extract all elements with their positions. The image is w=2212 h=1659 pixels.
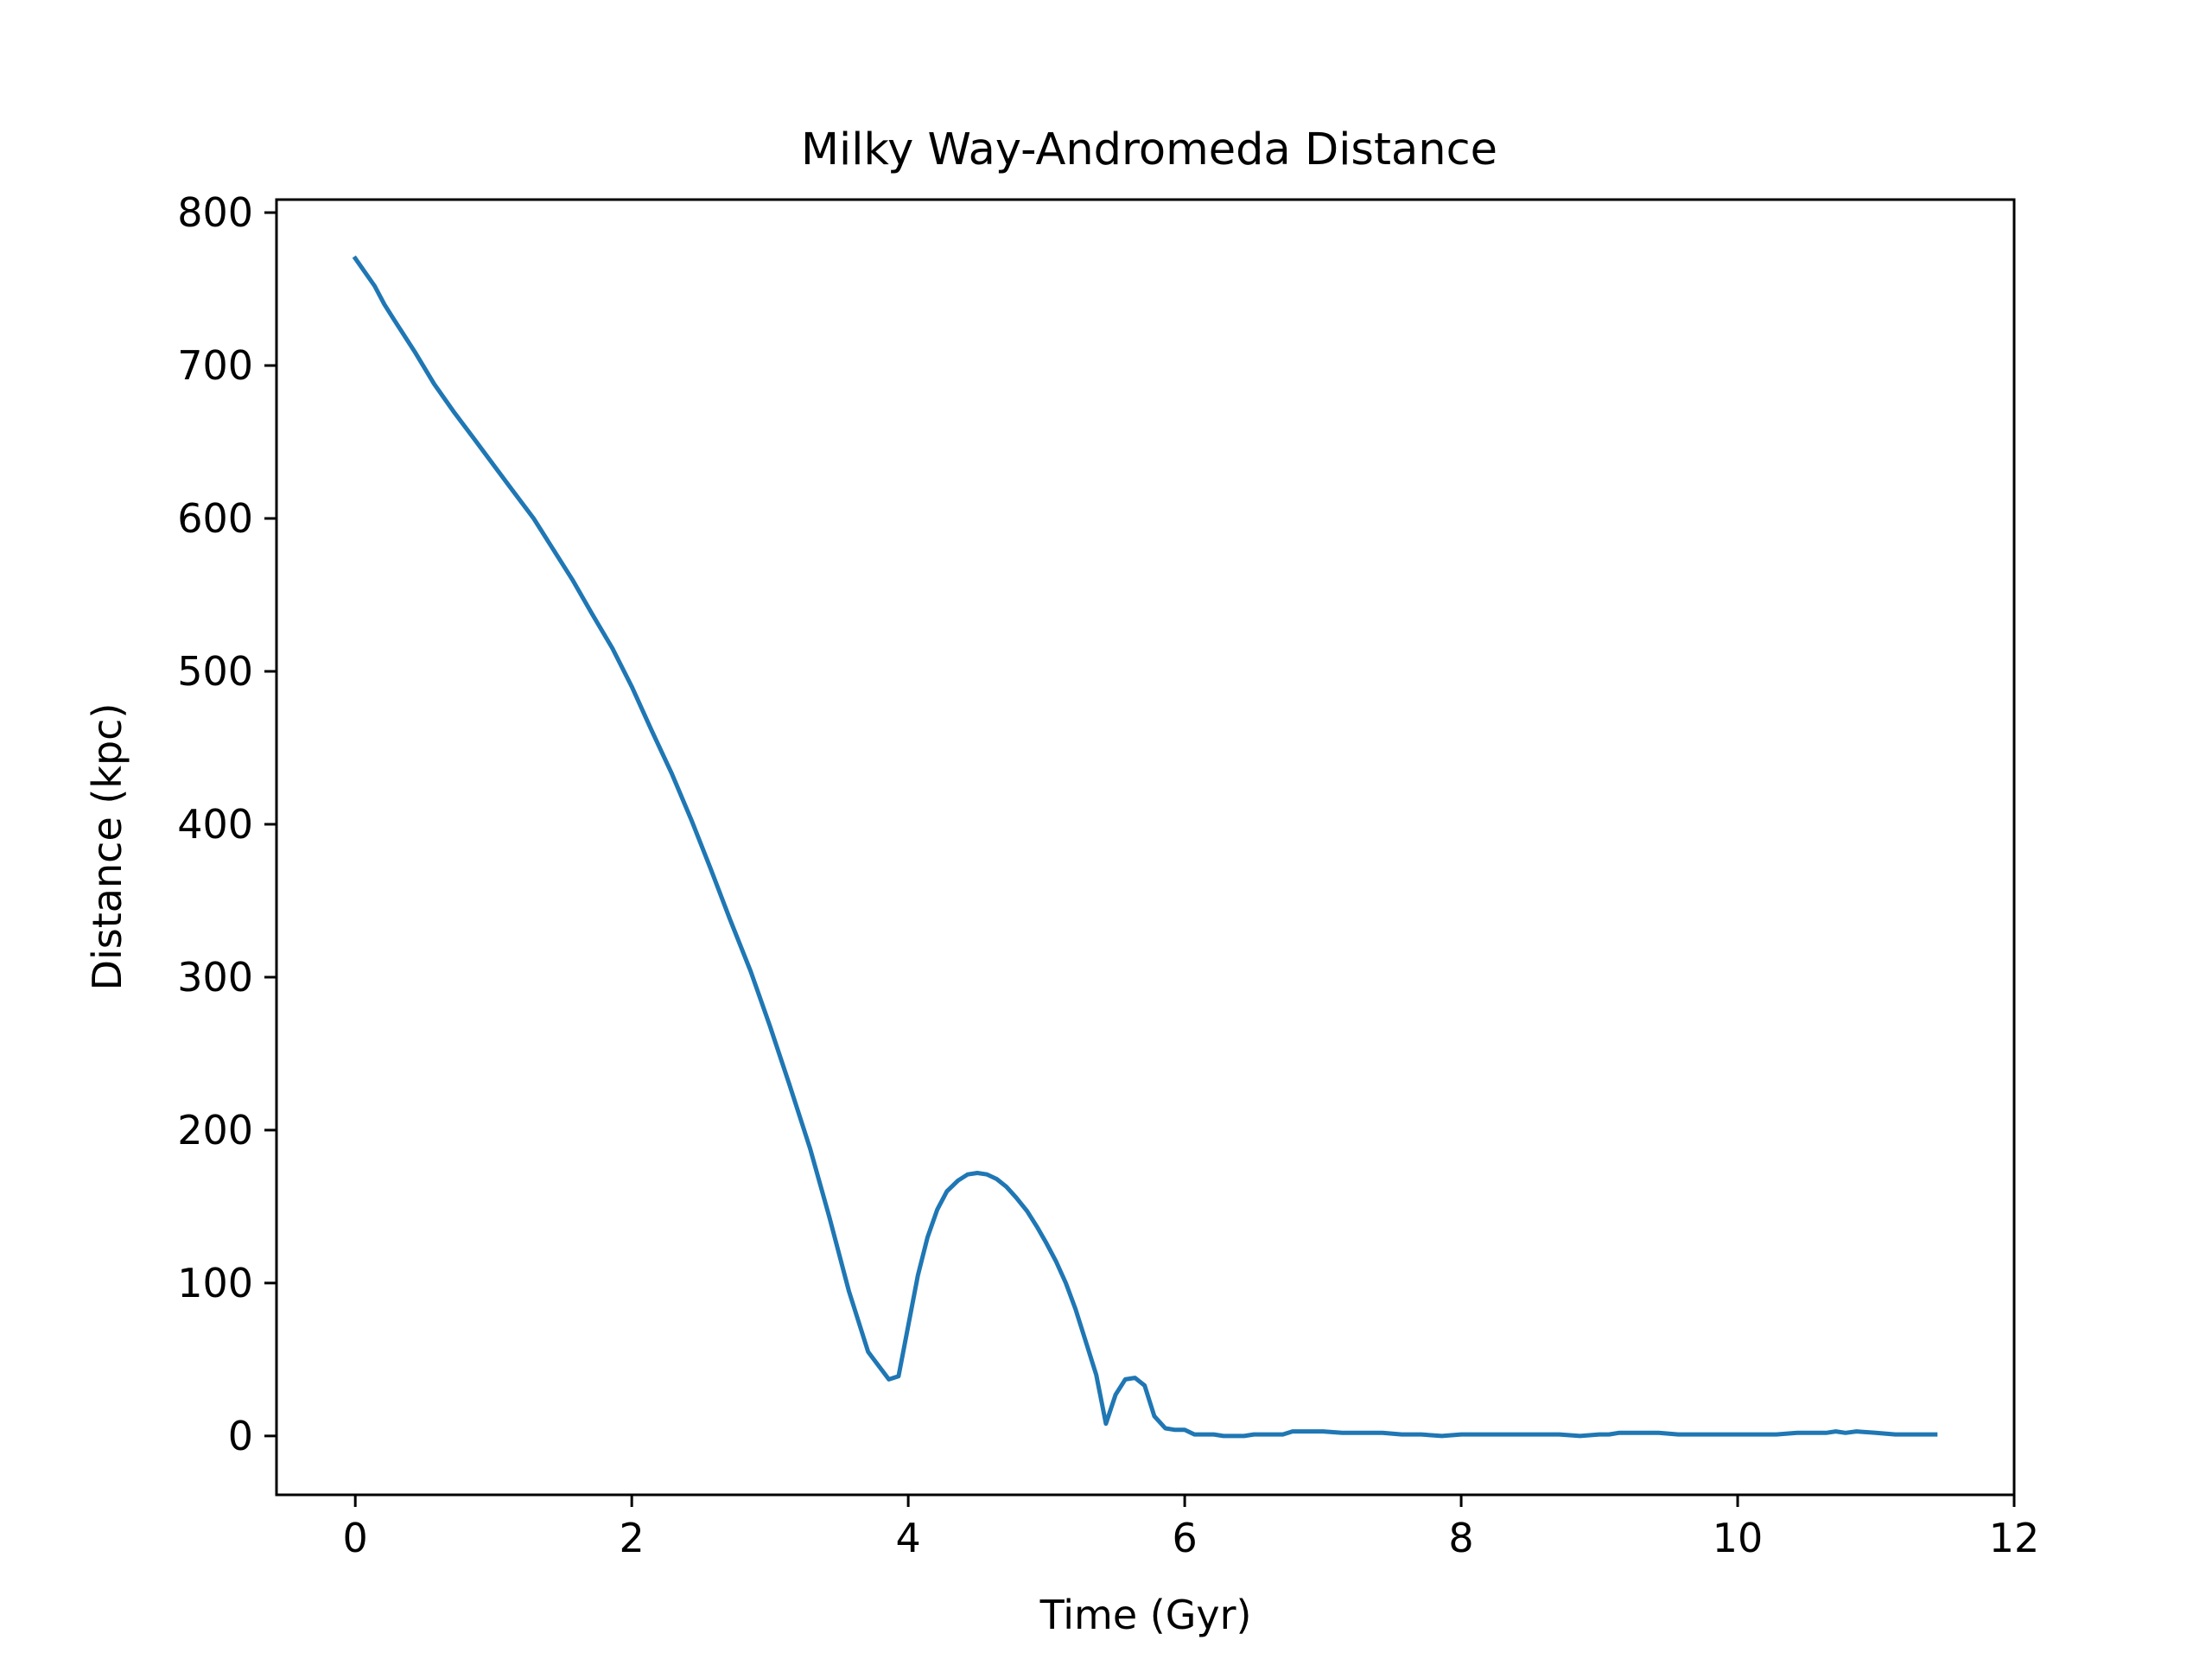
x-tick-label: 4 (895, 1515, 920, 1561)
y-tick-label: 600 (177, 495, 253, 542)
x-axis-label: Time (Gyr) (1039, 1592, 1252, 1638)
x-tick-label: 12 (1989, 1515, 2040, 1561)
y-tick-label: 300 (177, 954, 253, 1001)
series-line (352, 255, 1938, 1439)
y-tick-label: 100 (177, 1260, 253, 1306)
y-axis-label: Distance (kpc) (84, 703, 130, 991)
x-tick-label: 10 (1713, 1515, 1764, 1561)
axes: 0 2 4 6 8 10 12 0 100 200 300 400 500 600 700 800 (177, 189, 2039, 1561)
x-tick-label: 2 (620, 1515, 645, 1561)
plot-area (352, 255, 1938, 1439)
y-tick-label: 400 (177, 801, 253, 848)
x-tick-label: 6 (1172, 1515, 1197, 1561)
plot-frame (275, 198, 2016, 1497)
y-tick-label: 800 (177, 189, 253, 236)
y-tick-label: 0 (228, 1413, 253, 1459)
y-tick-label: 200 (177, 1107, 253, 1154)
x-tick-label: 8 (1448, 1515, 1473, 1561)
y-tick-label: 500 (177, 648, 253, 695)
x-tick-label: 0 (343, 1515, 368, 1561)
y-tick-label: 700 (177, 342, 253, 389)
chart-title: Milky Way-Andromeda Distance (801, 124, 1497, 175)
